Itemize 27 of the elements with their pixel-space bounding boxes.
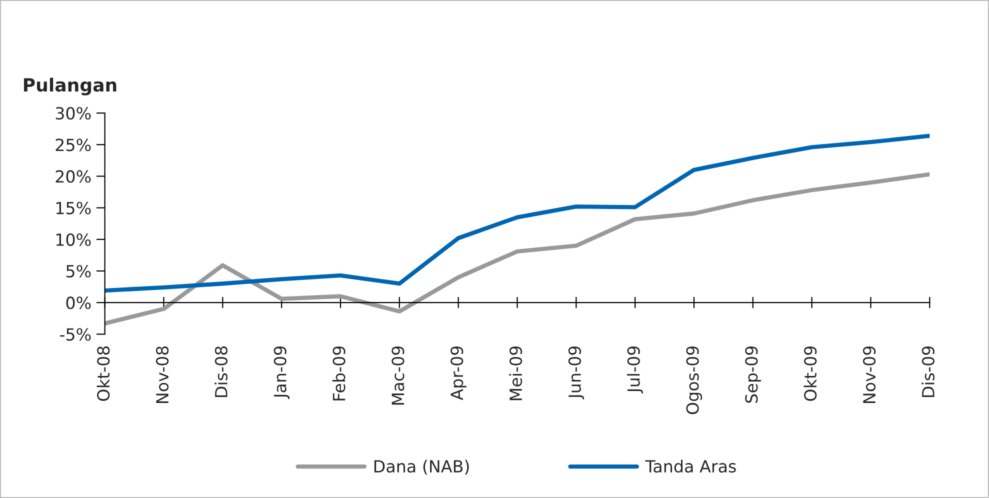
x-tick-label: Mei-09 <box>509 346 522 400</box>
y-tick-label: 30% <box>56 107 91 120</box>
x-tick-label: Apr-09 <box>450 346 466 400</box>
x-tick-label: Mac-09 <box>392 346 404 405</box>
y-axis-title: Pulangan <box>24 78 116 96</box>
x-tick-label: Sep-09 <box>745 346 761 403</box>
line-series <box>104 134 930 293</box>
y-tick-label: 5% <box>66 264 91 278</box>
y-tick-label: 25% <box>56 138 91 152</box>
legend-label: Tanda Aras <box>645 460 736 473</box>
x-tick-label: Dis-08 <box>214 346 228 397</box>
x-tick-label: Jun-09 <box>568 346 584 400</box>
x-tick-label: Jan-09 <box>274 346 290 400</box>
legend-label: Dana (NAB) <box>374 460 469 475</box>
y-tick-label: -5% <box>60 328 91 341</box>
x-tick-label: Feb-09 <box>332 346 346 400</box>
y-tick-label: 20% <box>56 170 91 183</box>
x-tick-label: Nov-09 <box>862 346 876 403</box>
x-tick-label: Nov-08 <box>156 346 169 403</box>
y-tick-label: 0% <box>66 296 91 310</box>
x-tick-label: Ogos-09 <box>686 346 702 414</box>
x-tick-label: Dis-09 <box>922 346 934 397</box>
x-tick-label: Jul-09 <box>627 346 644 394</box>
x-tick-label: Okt-09 <box>804 346 817 401</box>
y-tick-label: 10% <box>56 233 91 246</box>
y-tick-label: 15% <box>56 202 91 214</box>
x-tick-label: Okt-08 <box>96 346 110 401</box>
